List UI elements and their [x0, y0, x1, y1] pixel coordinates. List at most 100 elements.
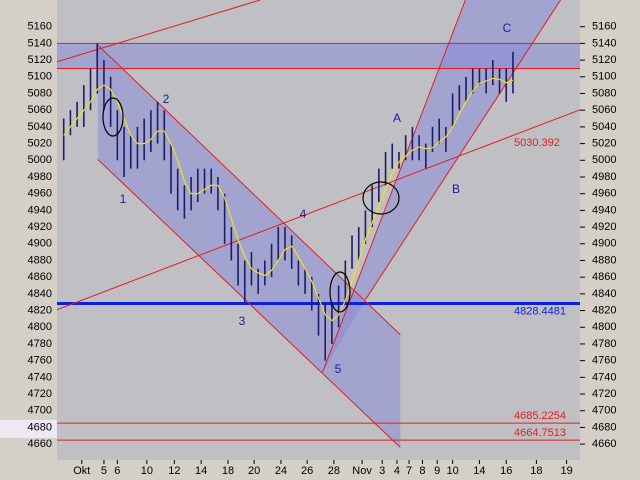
moving-average-line	[63, 77, 514, 322]
x-tick-label: 10	[141, 465, 153, 477]
x-tick-label: 12	[168, 465, 180, 477]
y-tick-label-right: 4980	[592, 171, 616, 183]
line-value-label: 4685.2254	[514, 410, 566, 422]
wave-label: 2	[163, 92, 170, 106]
y-tick-label-left: 4900	[28, 238, 52, 250]
y-tick-label-right: 5020	[592, 137, 616, 149]
x-tick-label: 3	[379, 465, 385, 477]
ellipse-marker	[102, 97, 124, 137]
y-tick-label-left: 4840	[28, 288, 52, 300]
y-tick-label-right: 5120	[592, 54, 616, 66]
x-tick-label: 26	[301, 465, 313, 477]
y-tick-label-right: 4660	[592, 438, 616, 450]
overlay-layer: 4828.4481 4685.2254 4664.7513 5030.392 1 2 3 4 5…	[102, 21, 566, 439]
y-tick-label-right: 4900	[592, 238, 616, 250]
trend-line	[365, 0, 561, 300]
y-tick-label-left: 4700	[28, 405, 52, 417]
trend-line	[57, 109, 580, 311]
y-tick-label-right: 4780	[592, 338, 616, 350]
y-tick-label-left: 5100	[28, 71, 52, 83]
x-tick-label: 18	[222, 465, 234, 477]
y-tick-label-right: 4940	[592, 204, 616, 216]
y-tick-label-left: 5000	[28, 154, 52, 166]
y-tick-label-right: 5040	[592, 121, 616, 133]
y-tick-label-left: 4660	[28, 438, 52, 450]
y-tick-label-right: 5000	[592, 154, 616, 166]
x-tick-label: 9	[434, 465, 440, 477]
plot-layer	[57, 0, 580, 448]
wave-label: A	[393, 111, 401, 125]
y-tick-label-left: 4760	[28, 355, 52, 367]
x-tick-label: 28	[328, 465, 340, 477]
y-tick-label-right: 4920	[592, 221, 616, 233]
y-tick-label-right: 4840	[592, 288, 616, 300]
x-tick-label: 5	[101, 465, 107, 477]
y-tick-label-left: 4740	[28, 371, 52, 383]
ellipse-marker	[362, 181, 400, 215]
x-tick-label: Okt	[73, 465, 90, 477]
x-tick-label: 19	[560, 465, 572, 477]
y-tick-label-right: 4700	[592, 405, 616, 417]
y-tick-label-right: 4760	[592, 355, 616, 367]
ellipse-marker	[329, 271, 351, 313]
y-tick-label-right: 4880	[592, 254, 616, 266]
x-tick-label: 20	[248, 465, 260, 477]
y-tick-label-right: 4800	[592, 321, 616, 333]
y-tick-label-left: 4800	[28, 321, 52, 333]
x-tick-label: 6	[114, 465, 120, 477]
wave-label: 4	[300, 207, 307, 221]
wave-label: C	[503, 21, 512, 35]
y-tick-label-left: 4860	[28, 271, 52, 283]
channel-fill	[57, 43, 580, 69]
y-tick-label-left: 5140	[28, 37, 52, 49]
channel-fill	[322, 0, 561, 373]
y-tick-label-left: 5020	[28, 137, 52, 149]
y-tick-label-right: 5080	[592, 87, 616, 99]
y-tick-label-left: 4940	[28, 204, 52, 216]
wave-label: 3	[239, 314, 246, 328]
x-tick-label: 16	[500, 465, 512, 477]
y-tick-label-right: 5100	[592, 71, 616, 83]
y-tick-label-right: 4680	[592, 421, 616, 433]
y-tick-label-left: 5160	[28, 21, 52, 33]
x-tick-label: 4	[394, 465, 400, 477]
y-tick-label-left: 4680	[28, 421, 52, 433]
y-tick-label-left: 5040	[28, 121, 52, 133]
y-tick-label-left: 4880	[28, 254, 52, 266]
y-tick-label-left: 4720	[28, 388, 52, 400]
y-tick-label-right: 5140	[592, 37, 616, 49]
x-tick-label: 18	[530, 465, 542, 477]
y-tick-label-left: 4960	[28, 188, 52, 200]
wave-label: 1	[120, 192, 127, 206]
line-value-label: 4664.7513	[514, 427, 566, 439]
line-value-label: 4828.4481	[514, 305, 566, 317]
y-tick-label-left: 4980	[28, 171, 52, 183]
y-tick-label-right: 5060	[592, 104, 616, 116]
x-tick-label: 24	[275, 465, 287, 477]
y-tick-label-left: 4820	[28, 304, 52, 316]
trend-line	[97, 159, 401, 448]
trend-value-label: 5030.392	[514, 137, 560, 149]
x-tick-label: 10	[446, 465, 458, 477]
x-tick-label: Nov	[352, 465, 372, 477]
wave-label: B	[452, 182, 460, 196]
y-tick-label-left: 4780	[28, 338, 52, 350]
y-tick-label-right: 5160	[592, 21, 616, 33]
y-tick-label-left: 5060	[28, 104, 52, 116]
y-tick-label-left: 4920	[28, 221, 52, 233]
x-tick-label: 8	[419, 465, 425, 477]
trend-line	[57, 0, 261, 63]
x-tick-label: 14	[195, 465, 207, 477]
x-tick-label: 7	[406, 465, 412, 477]
y-tick-label-right: 4820	[592, 304, 616, 316]
y-tick-label-right: 4960	[592, 188, 616, 200]
y-tick-label-right: 4860	[592, 271, 616, 283]
y-tick-label-right: 4720	[592, 388, 616, 400]
x-tick-label: 14	[473, 465, 485, 477]
y-tick-label-left: 5080	[28, 87, 52, 99]
y-tick-label-left: 5120	[28, 54, 52, 66]
y-tick-label-right: 4740	[592, 371, 616, 383]
